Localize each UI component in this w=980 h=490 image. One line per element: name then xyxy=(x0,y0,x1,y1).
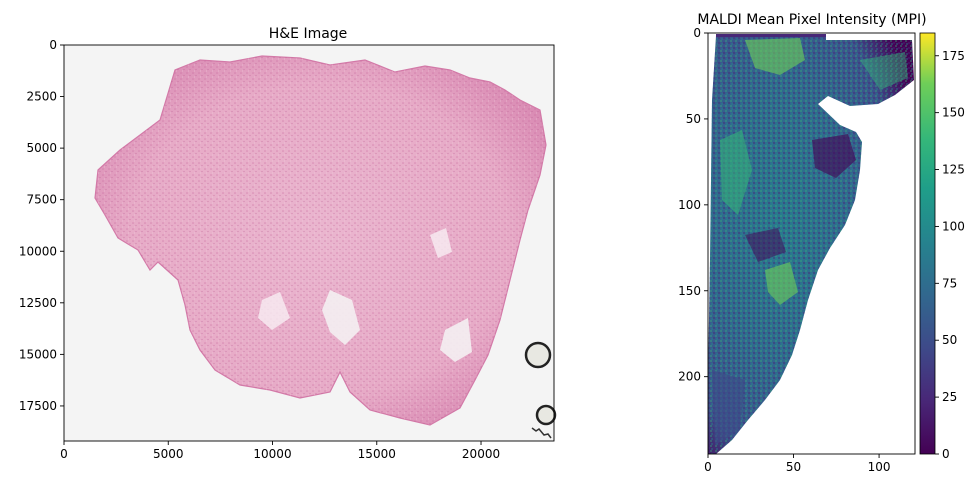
he-x-tick-label: 0 xyxy=(60,447,68,461)
colorbar-tick-label: 75 xyxy=(942,276,957,290)
he-axes-frame xyxy=(63,44,555,442)
he-y-tick-label: 7500 xyxy=(26,193,57,207)
he-tissue-gap xyxy=(322,290,360,345)
mpi-x-tick-label: 0 xyxy=(704,460,712,474)
he-x-axis: 0 5000 10000 15000 20000 xyxy=(60,441,500,461)
mpi-high-intensity-patch xyxy=(720,130,752,215)
he-x-tick-label: 20000 xyxy=(462,447,500,461)
mpi-y-axis: 0 50 100 150 200 xyxy=(678,26,708,384)
he-x-tick-label: 10000 xyxy=(253,447,291,461)
he-y-tick-label: 17500 xyxy=(19,399,57,413)
mpi-x-tick-label: 50 xyxy=(786,460,801,474)
he-tissue-gap xyxy=(440,318,472,362)
mpi-high-intensity-patch xyxy=(745,38,805,75)
mpi-x-tick-label: 100 xyxy=(868,460,891,474)
he-image-title: H&E Image xyxy=(269,26,348,42)
he-tissue-texture xyxy=(95,56,546,425)
slide-marker-circle xyxy=(535,404,557,426)
colorbar-tick-label: 150 xyxy=(942,106,965,120)
mpi-axes-frame xyxy=(707,32,916,455)
he-x-tick-label: 15000 xyxy=(358,447,396,461)
he-y-tick-label: 12500 xyxy=(19,296,57,310)
colorbar xyxy=(919,32,936,455)
mpi-tissue-texture xyxy=(708,36,914,454)
he-image-panel: H&E Image 0 5000 10000 15000 20000 0 2500 5000… xyxy=(19,26,557,461)
he-tissue-gap xyxy=(430,228,452,258)
slide-debris xyxy=(531,427,552,439)
colorbar-tick-label: 25 xyxy=(942,390,957,404)
mpi-y-tick-label: 150 xyxy=(678,284,701,298)
maldi-mpi-panel: MALDI Mean Pixel Intensity (MPI) 0 50 100 … xyxy=(678,12,965,474)
he-tissue-gap xyxy=(258,292,290,330)
mpi-y-tick-label: 0 xyxy=(693,26,701,40)
mpi-low-intensity-patch xyxy=(745,228,786,262)
colorbar-tick-label: 125 xyxy=(942,163,965,177)
mpi-y-tick-label: 100 xyxy=(678,198,701,212)
mpi-high-intensity-patch xyxy=(765,262,798,305)
colorbar-tick-label: 0 xyxy=(942,447,950,461)
mpi-y-tick-label: 50 xyxy=(686,112,701,126)
mpi-y-tick-label: 200 xyxy=(678,370,701,384)
colorbar-axis: 0 25 50 75 100 125 150 175 xyxy=(935,49,965,461)
he-y-tick-label: 10000 xyxy=(19,244,57,258)
he-y-tick-label: 5000 xyxy=(26,141,57,155)
slide-marker-circle xyxy=(524,341,552,369)
maldi-mpi-title: MALDI Mean Pixel Intensity (MPI) xyxy=(697,12,926,28)
colorbar-tick-label: 50 xyxy=(942,333,957,347)
he-y-tick-label: 2500 xyxy=(26,90,57,104)
mpi-low-intensity-patch xyxy=(712,370,745,445)
mpi-x-axis: 0 50 100 xyxy=(704,454,891,474)
mpi-high-intensity-patch xyxy=(860,52,908,90)
he-y-tick-label: 15000 xyxy=(19,347,57,361)
colorbar-tick-label: 100 xyxy=(942,219,965,233)
mpi-top-strip xyxy=(716,34,826,37)
he-x-tick-label: 5000 xyxy=(153,447,184,461)
mpi-low-intensity-patch xyxy=(812,134,856,178)
he-y-axis: 0 2500 5000 7500 10000 12500 15000 17500 xyxy=(19,38,64,413)
colorbar-tick-label: 175 xyxy=(942,49,965,63)
he-y-tick-label: 0 xyxy=(49,38,57,52)
